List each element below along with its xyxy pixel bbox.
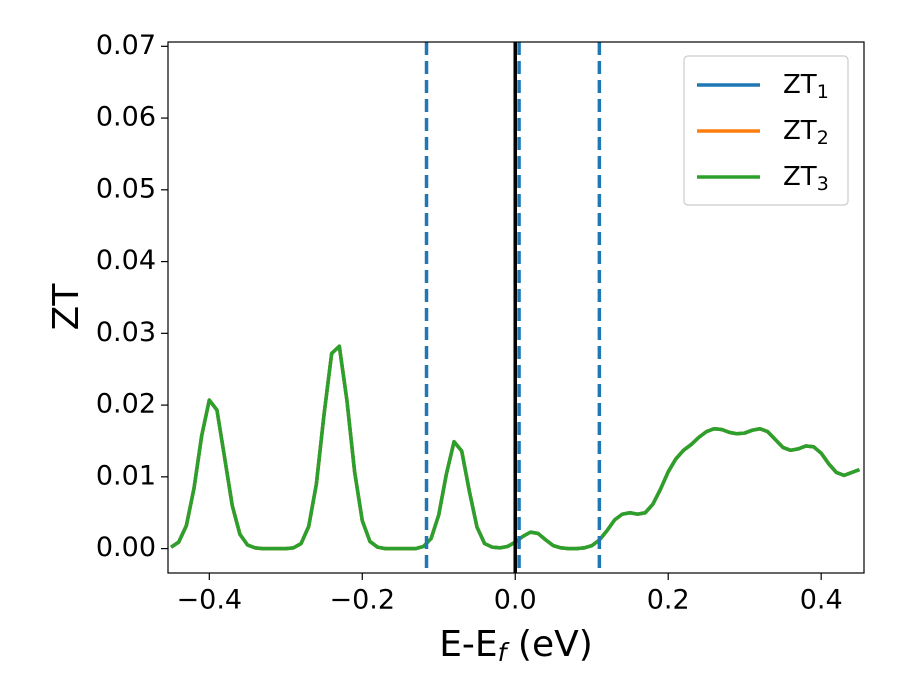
y-tick-label: 0.05 (96, 173, 156, 204)
y-tick-label: 0.02 (96, 389, 156, 420)
legend-box (683, 55, 849, 206)
legend-label: ZT1 (783, 70, 829, 103)
x-label-main: E-E (439, 624, 497, 665)
y-tick-label: 0.00 (96, 532, 156, 563)
y-tick-label: 0.04 (96, 245, 156, 276)
y-axis-label: ZT (46, 283, 87, 331)
y-tick-label: 0.06 (96, 102, 156, 133)
plot-frame (167, 41, 865, 574)
x-axis-label: E-Ef (eV) (439, 624, 593, 667)
y-tick-label: 0.03 (96, 317, 156, 348)
y-tick-label: 0.01 (96, 460, 156, 491)
x-tick-label: 0.4 (800, 585, 843, 616)
legend-label: ZT2 (783, 116, 829, 149)
x-tick-label: 0.0 (494, 585, 537, 616)
x-label-unit: (eV) (506, 624, 592, 665)
legend-label: ZT3 (783, 162, 829, 195)
x-tick-label: −0.2 (329, 585, 395, 616)
y-tick-label: 0.07 (96, 30, 156, 61)
x-tick-label: −0.4 (177, 585, 243, 616)
x-tick-label: 0.2 (647, 585, 690, 616)
